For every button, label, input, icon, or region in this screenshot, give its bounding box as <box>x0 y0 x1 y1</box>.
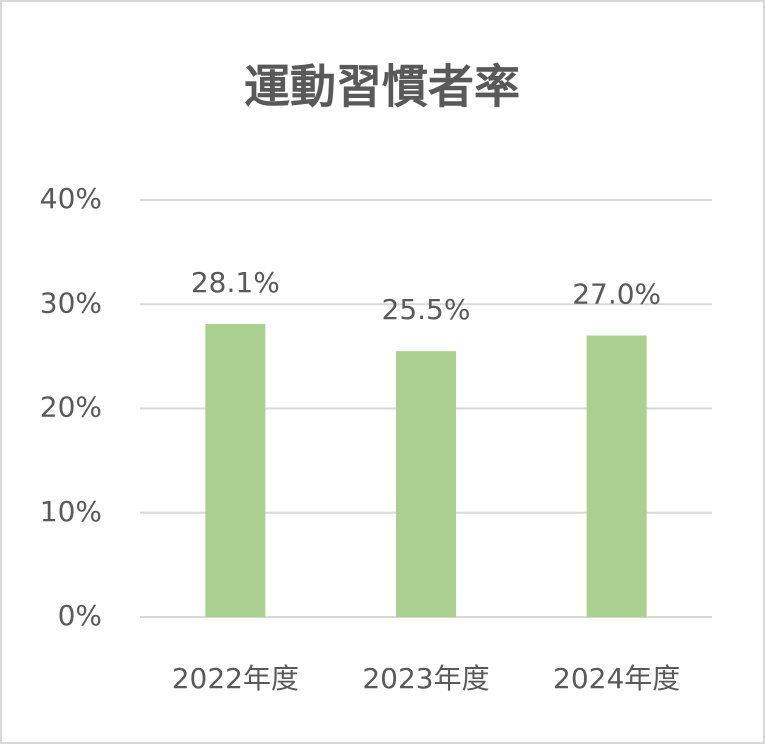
x-tick-label: 2024年度 <box>553 662 680 695</box>
chart-title: 運動習慣者率 <box>244 60 520 114</box>
y-tick-label: 10% <box>40 495 102 528</box>
y-tick-label: 0% <box>58 599 102 632</box>
bar <box>205 324 266 617</box>
data-label: 28.1% <box>191 266 280 299</box>
data-label: 27.0% <box>572 278 661 311</box>
y-tick-label: 40% <box>40 182 102 215</box>
y-tick-label: 30% <box>40 286 102 319</box>
y-tick-label: 20% <box>40 391 102 424</box>
bar <box>586 335 647 617</box>
bar <box>396 351 456 617</box>
x-tick-label: 2022年度 <box>172 662 299 695</box>
data-label: 25.5% <box>382 293 471 326</box>
x-tick-label: 2023年度 <box>362 662 489 695</box>
